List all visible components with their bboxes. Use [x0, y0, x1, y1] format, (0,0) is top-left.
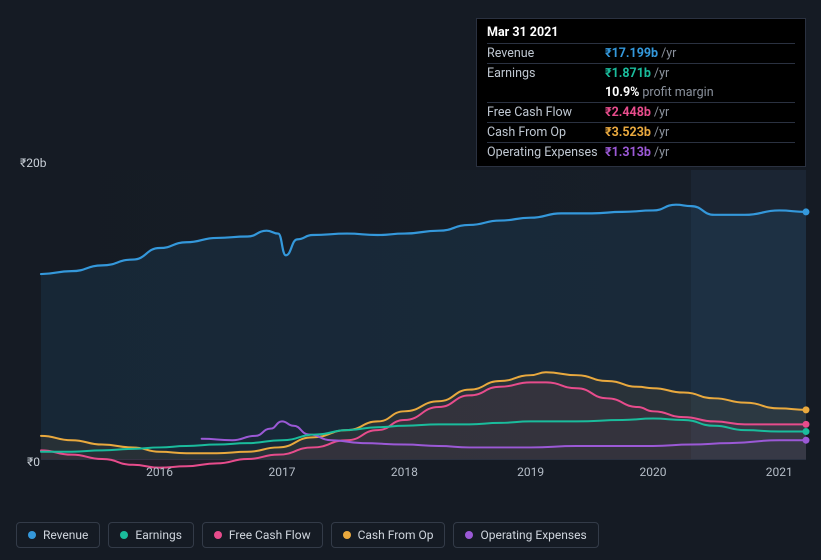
tooltip-row-label: Revenue: [487, 46, 605, 61]
x-axis-label: 2021: [766, 465, 793, 479]
tooltip-row-label: Free Cash Flow: [487, 105, 605, 120]
x-axis-label: 2017: [268, 465, 295, 479]
legend-label: Revenue: [43, 528, 88, 542]
series-end-marker: [803, 437, 810, 444]
legend-dot: [465, 531, 473, 539]
chart-svg: [41, 170, 806, 459]
tooltip-row: Revenue₹17.199b/yr: [487, 43, 795, 63]
legend-label: Earnings: [135, 528, 182, 542]
tooltip-row-label: Operating Expenses: [487, 145, 605, 160]
tooltip-row-label: Earnings: [487, 66, 605, 81]
legend-item[interactable]: Operating Expenses: [453, 522, 598, 548]
series-end-marker: [803, 428, 810, 435]
series-end-marker: [803, 421, 810, 428]
tooltip-date: Mar 31 2021: [487, 25, 795, 40]
legend-item[interactable]: Revenue: [16, 522, 100, 548]
tooltip-row-value: ₹1.871b: [605, 66, 651, 81]
tooltip-row-unit: profit margin: [642, 85, 713, 100]
legend-dot: [28, 531, 36, 539]
series-end-marker: [803, 406, 810, 413]
tooltip-row: Earnings₹1.871b/yr: [487, 63, 795, 83]
chart-tooltip: Mar 31 2021 Revenue₹17.199b/yrEarnings₹1…: [476, 18, 806, 167]
tooltip-row: Free Cash Flow₹2.448b/yr: [487, 102, 795, 122]
tooltip-row-label: Cash From Op: [487, 125, 605, 140]
x-axis-label: 2020: [640, 465, 667, 479]
legend-dot: [120, 531, 128, 539]
tooltip-row-unit: /yr: [661, 46, 676, 61]
chart-container: 201620172018201920202021: [16, 170, 806, 475]
legend-label: Cash From Op: [358, 528, 434, 542]
series-end-marker: [803, 208, 810, 215]
tooltip-row: Operating Expenses₹1.313b/yr: [487, 142, 795, 162]
legend-label: Free Cash Flow: [229, 528, 311, 542]
tooltip-row: Cash From Op₹3.523b/yr: [487, 122, 795, 142]
y-axis-max: ₹20b: [20, 156, 46, 170]
legend-item[interactable]: Cash From Op: [331, 522, 446, 548]
tooltip-row-value: ₹17.199b: [605, 46, 658, 61]
chart-plot-area[interactable]: [41, 170, 806, 460]
x-axis-label: 2018: [391, 465, 418, 479]
tooltip-row-value: ₹2.448b: [605, 105, 651, 120]
legend-label: Operating Expenses: [480, 528, 586, 542]
x-axis-label: 2016: [146, 465, 173, 479]
tooltip-row-unit: /yr: [654, 145, 669, 160]
tooltip-row: 10.9%profit margin: [487, 83, 795, 102]
legend-dot: [343, 531, 351, 539]
legend: Revenue Earnings Free Cash Flow Cash From O…: [16, 522, 599, 548]
x-axis-label: 2019: [517, 465, 544, 479]
legend-item[interactable]: Free Cash Flow: [202, 522, 323, 548]
legend-item[interactable]: Earnings: [108, 522, 194, 548]
tooltip-row-value: ₹3.523b: [605, 125, 651, 140]
legend-dot: [214, 531, 222, 539]
tooltip-row-value: ₹1.313b: [605, 145, 651, 160]
tooltip-row-unit: /yr: [654, 105, 669, 120]
tooltip-row-unit: /yr: [654, 125, 669, 140]
tooltip-row-unit: /yr: [654, 66, 669, 81]
tooltip-row-value: 10.9%: [605, 85, 639, 100]
